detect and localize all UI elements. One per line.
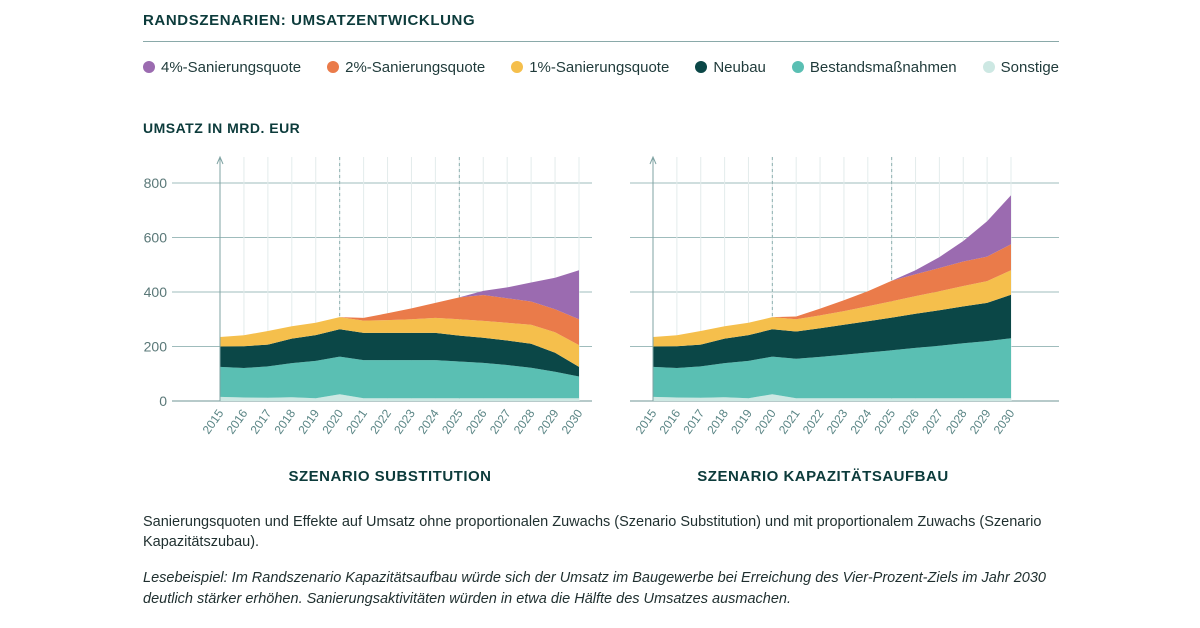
- legend-swatch-neubau: [695, 61, 708, 73]
- x-tick-label: 2027: [919, 406, 946, 436]
- x-tick-label: 2026: [463, 406, 490, 436]
- x-tick-label: 2018: [704, 406, 731, 436]
- figure-title: RANDSZENARIEN: UMSATZENTWICKLUNG: [143, 12, 476, 29]
- x-tick-label: 2025: [871, 406, 898, 436]
- area-series-2-sanierungsquote: [653, 244, 1011, 337]
- x-tick-label: 2028: [511, 406, 538, 436]
- panel-title: SZENARIO KAPAZITÄTSAUFBAU: [697, 468, 948, 485]
- title-divider: [143, 41, 1059, 42]
- legend-label: 4%-Sanierungsquote: [161, 58, 302, 76]
- x-tick-label: 2020: [319, 406, 346, 436]
- area-series-4-sanierungsquote: [653, 195, 1011, 337]
- y-tick-label: 600: [144, 230, 168, 246]
- legend-label: Bestandsmaßnahmen: [809, 58, 957, 76]
- legend-item-bestand: Bestandsmaßnahmen: [791, 58, 957, 76]
- legend-item-1pct: 1%-Sanierungsquote: [511, 59, 669, 76]
- y-tick-label: 0: [159, 393, 167, 409]
- x-tick-label: 2021: [343, 406, 370, 436]
- legend-swatch-bestand: [791, 61, 804, 73]
- y-axis-arrow: [216, 155, 224, 165]
- x-tick-label: 2019: [295, 406, 322, 436]
- x-tick-label: 2019: [728, 406, 755, 436]
- y-tick-label: 800: [144, 175, 168, 191]
- x-tick-label: 2029: [967, 406, 994, 436]
- legend-swatch-sonstige: [982, 61, 995, 73]
- x-tick-label: 2021: [776, 406, 803, 436]
- area-series-2-sanierungsquote: [220, 295, 579, 346]
- area-series-bestandsma-nahmen: [220, 356, 579, 399]
- area-series-1-sanierungsquote: [653, 270, 1011, 347]
- panel-title: SZENARIO SUBSTITUTION: [288, 468, 491, 485]
- x-tick-label: 2023: [391, 406, 418, 436]
- x-tick-label: 2026: [895, 406, 922, 436]
- y-tick-label: 400: [144, 284, 168, 300]
- x-tick-label: 2025: [439, 406, 466, 436]
- x-tick-label: 2018: [271, 406, 298, 436]
- x-tick-label: 2017: [680, 406, 707, 436]
- legend-swatch-2pct: [327, 61, 340, 73]
- legend-swatch-1pct: [511, 61, 524, 73]
- y-tick-label: 200: [144, 339, 168, 355]
- reading-example: Lesebeispiel: Im Randszenario Kapazitäts…: [143, 570, 1046, 607]
- x-tick-label: 2022: [800, 406, 827, 436]
- x-tick-label: 2024: [415, 406, 442, 436]
- x-tick-label: 2030: [559, 406, 586, 436]
- legend-label: 2%-Sanierungsquote: [345, 58, 486, 76]
- legend-label: Sonstige: [1000, 58, 1059, 76]
- area-series-1-sanierungsquote: [220, 317, 579, 367]
- x-tick-label: 2016: [224, 406, 251, 436]
- x-tick-label: 2016: [657, 406, 684, 436]
- x-tick-label: 2027: [487, 406, 514, 436]
- legend-item-4pct: 4%-Sanierungsquote: [143, 59, 301, 76]
- legend-swatch-4pct: [143, 61, 155, 73]
- x-tick-label: 2029: [535, 406, 562, 436]
- x-tick-label: 2020: [752, 406, 779, 436]
- legend-item-sonstige: Sonstige: [982, 58, 1059, 76]
- area-series-neubau: [653, 294, 1011, 368]
- area-series-neubau: [220, 329, 579, 377]
- x-tick-label: 2022: [367, 406, 394, 436]
- x-tick-label: 2017: [248, 406, 275, 436]
- x-tick-label: 2015: [200, 406, 227, 436]
- x-tick-label: 2028: [943, 406, 970, 436]
- area-series-bestandsma-nahmen: [653, 338, 1011, 399]
- legend-label: Neubau: [713, 58, 766, 76]
- legend-item-2pct: 2%-Sanierungsquote: [327, 59, 485, 76]
- caption: Sanierungsquoten und Effekte auf Umsatz …: [143, 514, 1042, 550]
- x-tick-label: 2030: [991, 406, 1018, 436]
- area-series-sonstige: [653, 394, 1011, 401]
- legend-label: 1%-Sanierungsquote: [529, 58, 670, 76]
- x-tick-label: 2024: [847, 406, 874, 436]
- x-tick-label: 2023: [824, 406, 851, 436]
- legend: 4%-Sanierungsquote 2%-Sanierungsquote 1%…: [143, 57, 1059, 77]
- x-tick-label: 2015: [633, 406, 660, 436]
- area-series-sonstige: [220, 394, 579, 401]
- y-axis-title: UMSATZ IN MRD. EUR: [143, 120, 301, 136]
- legend-item-neubau: Neubau: [695, 59, 766, 76]
